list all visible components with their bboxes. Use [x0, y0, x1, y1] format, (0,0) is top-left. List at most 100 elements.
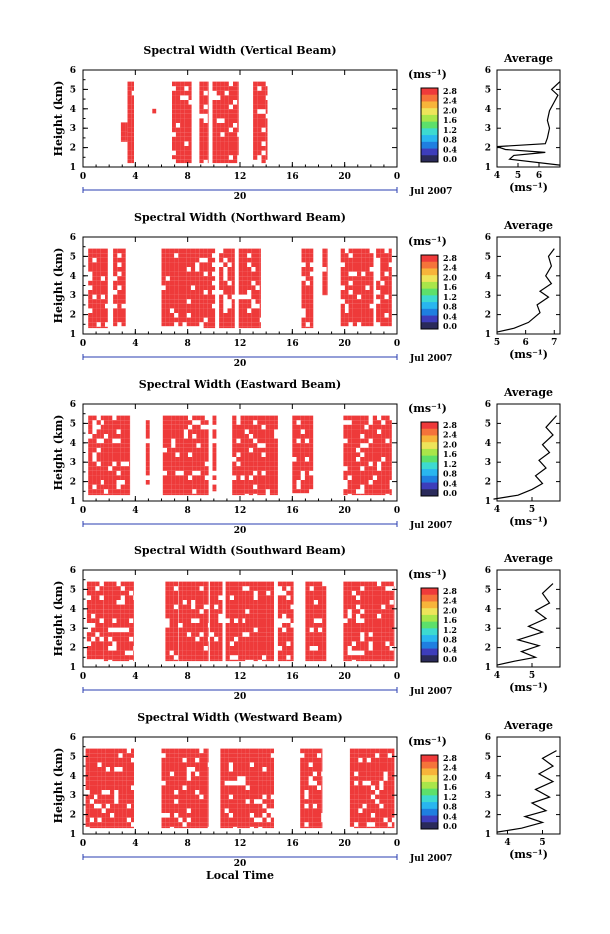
heatmap-cell	[360, 447, 365, 453]
heatmap-cell	[126, 799, 131, 804]
heatmap-cell	[161, 799, 166, 804]
heatmap-cell	[368, 613, 373, 619]
heatmap-cell	[108, 438, 113, 444]
heatmap-cell	[129, 604, 134, 610]
x-tick-label: 0	[80, 506, 86, 516]
heatmap-cell	[358, 822, 363, 827]
heatmap-cell	[124, 489, 130, 494]
heatmap-cell	[94, 785, 98, 790]
heatmap-cell	[237, 81, 239, 87]
heatmap-cell	[212, 118, 217, 123]
heatmap-cell	[178, 771, 183, 777]
heatmap-cell	[245, 813, 250, 818]
avg-x-tick-label: 5	[494, 338, 500, 348]
heatmap-cell	[169, 595, 174, 600]
heatmap-cell	[162, 493, 167, 496]
heatmap-cell	[274, 493, 278, 496]
heatmap-cell	[261, 95, 266, 100]
heatmap-cell	[192, 429, 197, 434]
heatmap-cell	[282, 595, 287, 600]
heatmap-cell	[233, 757, 238, 763]
y-tick-label: 2	[70, 311, 76, 321]
heatmap-cell	[347, 461, 352, 467]
heatmap-cell	[262, 632, 267, 637]
heatmap-cell	[224, 146, 229, 151]
heatmap-cell	[308, 808, 313, 813]
avg-y-tick-label: 1	[485, 330, 491, 340]
heatmap-cell	[219, 294, 224, 300]
heatmap-cell	[94, 822, 98, 827]
heatmap-cell	[238, 655, 243, 660]
heatmap-cell	[209, 627, 215, 633]
heatmap-cell	[326, 271, 328, 277]
heatmap-cell	[255, 262, 260, 267]
heatmap-cell	[96, 489, 101, 494]
heatmap-cell	[207, 155, 209, 160]
heatmap-cell	[196, 484, 201, 490]
heatmap-cell	[365, 257, 370, 263]
colorbar-segment	[421, 608, 438, 616]
heatmap-cell	[190, 303, 196, 309]
heatmap-cell	[375, 808, 380, 813]
heatmap-cell	[381, 618, 386, 623]
heatmap-cell	[245, 613, 250, 619]
heatmap-cell	[89, 808, 94, 813]
heatmap-cell	[188, 155, 192, 160]
colorbar-segment	[421, 148, 438, 156]
heatmap-cell	[124, 420, 130, 425]
heatmap-cell	[103, 438, 109, 444]
heatmap-cell	[127, 155, 132, 160]
heatmap-cell	[356, 424, 361, 430]
heatmap-cell	[229, 650, 234, 656]
heatmap-cell	[196, 429, 201, 434]
heatmap-cell	[231, 267, 235, 272]
heatmap-cell	[186, 623, 192, 628]
heatmap-cell	[313, 586, 318, 591]
heatmap-cell	[180, 86, 185, 91]
heatmap-cell	[365, 290, 370, 295]
heatmap-cell	[224, 150, 229, 156]
heatmap-cell	[101, 771, 106, 777]
heatmap-cell	[204, 484, 209, 490]
heatmap-cell	[308, 803, 313, 809]
heatmap-cell	[368, 493, 373, 496]
heatmap-cell	[182, 771, 187, 777]
heatmap-cell	[356, 484, 361, 490]
heatmap-cell	[165, 753, 170, 758]
heatmap-cell	[317, 790, 322, 795]
heatmap-cell	[242, 257, 248, 263]
heatmap-cell	[224, 748, 229, 754]
heatmap-cell	[301, 303, 306, 309]
heatmap-cell	[186, 280, 191, 286]
heatmap-cell	[182, 618, 187, 623]
heatmap-cell	[88, 294, 93, 300]
heatmap-cell	[212, 484, 217, 490]
heatmap-cell	[372, 581, 377, 587]
heatmap-cell	[366, 753, 371, 758]
y-tick-label: 1	[70, 163, 76, 173]
heatmap-cell	[199, 641, 204, 646]
heatmap-cell	[352, 308, 357, 313]
heatmap-cell	[270, 595, 274, 600]
colorbar-tick-label: 1.6	[443, 282, 457, 292]
heatmap-cell	[251, 326, 256, 329]
heatmap-cell	[178, 636, 183, 642]
heatmap-cell	[340, 276, 345, 281]
heatmap-cell	[248, 461, 254, 467]
heatmap-cell	[231, 322, 235, 327]
heatmap-cell	[228, 109, 233, 114]
heatmap-cell	[200, 420, 205, 425]
heatmap-cell	[188, 443, 193, 448]
heatmap-cell	[190, 753, 196, 758]
colorbar-tick-label: 1.6	[443, 449, 457, 459]
heatmap-cell	[212, 443, 217, 448]
heatmap-cell	[175, 475, 180, 480]
heatmap-cell	[191, 650, 196, 656]
heatmap-cell	[245, 767, 250, 772]
heatmap-cell	[389, 636, 394, 642]
heatmap-cell	[301, 271, 306, 277]
heatmap-cell	[247, 313, 252, 318]
heatmap-cell	[254, 757, 259, 763]
heatmap-cell	[89, 785, 94, 790]
heatmap-cell	[305, 317, 310, 323]
